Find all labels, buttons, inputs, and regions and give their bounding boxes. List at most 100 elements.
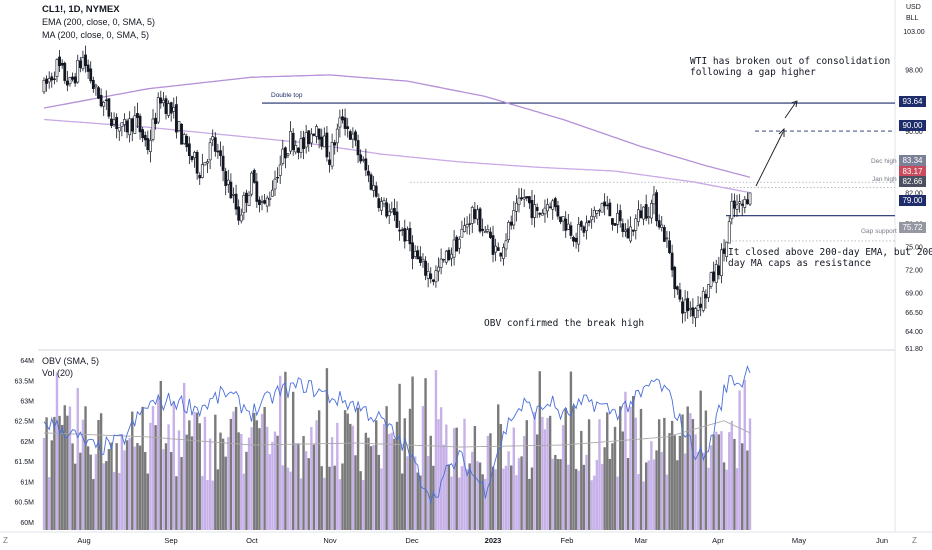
candle-body	[193, 152, 196, 159]
volume-bar	[107, 449, 111, 530]
candle-body	[566, 223, 570, 230]
volume-bar	[621, 431, 625, 530]
volume-bar	[297, 443, 300, 530]
price-tick-label: 64.00	[905, 329, 923, 336]
volume-bar	[598, 419, 601, 530]
candle-body	[156, 97, 160, 123]
candle-body	[65, 80, 69, 86]
volume-bar	[131, 411, 134, 530]
volume-bar	[336, 422, 339, 530]
candle-body	[579, 221, 583, 227]
zoom-left-button[interactable]: Z	[3, 536, 8, 545]
candle-body	[647, 216, 651, 219]
volume-bar	[741, 443, 744, 530]
candle-body	[263, 200, 267, 204]
volume-bar	[515, 475, 518, 530]
candle-body	[556, 205, 560, 217]
volume-bar	[240, 433, 243, 530]
candle-body	[255, 181, 259, 202]
volume-bar	[60, 424, 64, 530]
time-tick-label: Aug	[77, 536, 90, 545]
candle-body	[107, 98, 111, 117]
volume-bar	[312, 444, 316, 530]
volume-bar	[634, 417, 637, 530]
volume-bar	[260, 413, 264, 530]
candle-body	[572, 236, 575, 242]
candle-body	[514, 202, 518, 212]
candle-body	[128, 118, 132, 136]
candle-body	[328, 159, 331, 165]
candle-body	[694, 308, 697, 319]
candle-body	[421, 258, 425, 262]
volume-bar	[486, 435, 490, 530]
candle-body	[335, 128, 339, 144]
volume-bar	[468, 463, 471, 530]
candle-body	[618, 210, 622, 222]
candle-body	[525, 196, 529, 199]
volume-bar	[216, 469, 220, 530]
volume-bar	[670, 420, 674, 530]
breakout-arrow-1	[755, 131, 784, 187]
volume-bar	[47, 477, 51, 530]
volume-tick-label: 61M	[20, 479, 34, 486]
candle-body	[302, 137, 305, 150]
candle-body	[738, 201, 742, 204]
volume-bar	[733, 438, 736, 530]
candle-body	[486, 229, 490, 232]
volume-bar	[141, 406, 144, 530]
candle-body	[133, 115, 137, 134]
candle-body	[691, 307, 695, 317]
candle-body	[496, 247, 500, 251]
candle-body	[195, 152, 199, 174]
volume-bar	[702, 452, 705, 530]
candle-body	[325, 132, 329, 158]
candle-body	[341, 116, 344, 121]
candle-body	[247, 195, 251, 206]
candle-body	[553, 198, 557, 208]
volume-bar	[333, 465, 336, 530]
volume-bar	[385, 406, 388, 530]
candle-body	[395, 211, 399, 228]
candle-body	[746, 199, 749, 205]
candle-body	[660, 224, 664, 228]
volume-bar	[307, 458, 310, 530]
obv-line	[43, 364, 751, 505]
zoom-right-button[interactable]: Z	[912, 536, 917, 545]
time-tick-label: Sep	[164, 536, 177, 545]
candle-body	[444, 250, 448, 263]
obv-legend: OBV (SMA, 5)	[42, 356, 100, 366]
volume-bar	[79, 452, 82, 530]
candle-body	[735, 204, 739, 210]
candle-body	[372, 185, 376, 191]
volume-bar	[149, 422, 152, 530]
volume-bar	[382, 423, 386, 530]
volume-bar	[743, 379, 747, 530]
volume-bar	[748, 418, 752, 530]
candle-body	[595, 210, 599, 214]
candle-body	[333, 142, 337, 146]
volume-bar	[349, 423, 352, 530]
volume-bar	[626, 458, 630, 530]
volume-bar	[481, 474, 484, 530]
candle-body	[216, 150, 220, 153]
candle-body	[115, 117, 119, 129]
volume-bar	[668, 433, 671, 530]
candle-body	[569, 225, 573, 236]
volume-bar	[652, 459, 656, 530]
candle-body	[361, 159, 365, 161]
candle-body	[470, 207, 474, 224]
volume-bar	[180, 456, 183, 530]
volume-bar	[128, 438, 131, 530]
volume-bar	[68, 406, 72, 530]
gap-support-label: Gap support	[861, 228, 897, 235]
candle-body	[63, 62, 67, 81]
volume-bar	[50, 440, 53, 530]
volume-tick-label: 60M	[20, 520, 34, 527]
candle-body	[447, 249, 451, 261]
volume-bar	[325, 368, 329, 530]
volume-bar	[304, 451, 308, 530]
volume-bar	[258, 428, 261, 530]
candle-body	[112, 119, 116, 125]
candle-body	[161, 99, 165, 104]
